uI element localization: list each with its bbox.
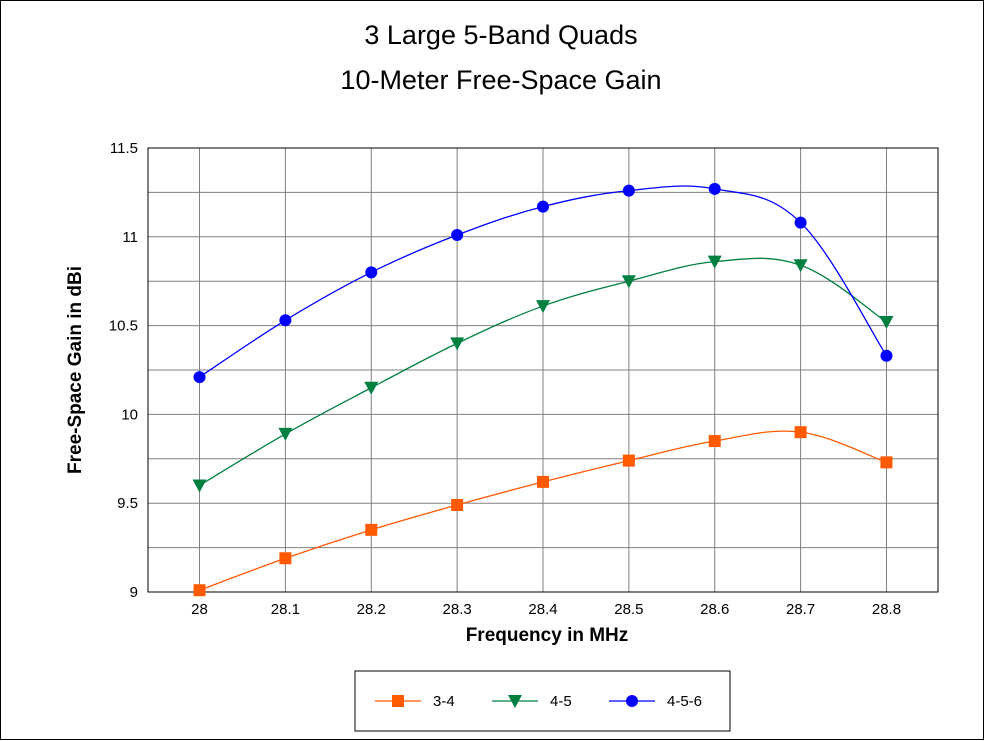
x-tick-label: 28.2 <box>357 601 386 618</box>
data-point-3-4 <box>451 498 464 511</box>
data-point-4-5-6 <box>451 229 464 242</box>
legend-label: 3-4 <box>433 693 455 710</box>
y-tick-label: 10 <box>121 406 138 423</box>
legend-label: 4-5 <box>550 693 572 710</box>
data-point-4-5 <box>450 337 465 351</box>
x-tick-label: 28.1 <box>271 601 300 618</box>
series-4-5 <box>192 255 894 493</box>
data-point-4-5-6 <box>622 184 635 197</box>
data-point-4-5-6 <box>708 182 721 195</box>
x-tick-label: 28.4 <box>528 601 557 618</box>
data-point-3-4 <box>365 523 378 536</box>
data-point-3-4 <box>708 435 721 448</box>
data-point-4-5 <box>278 427 293 441</box>
data-point-4-5 <box>707 255 722 269</box>
data-point-3-4 <box>193 584 206 597</box>
legend-marker <box>508 695 522 708</box>
x-tick-label: 28.3 <box>443 601 472 618</box>
y-axis-ticks: 9 9.5 10 10.5 11 11.5 <box>109 140 138 601</box>
data-point-4-5 <box>364 381 379 395</box>
series-3-4 <box>193 426 893 597</box>
data-point-3-4 <box>537 475 549 488</box>
y-tick-label: 11.5 <box>110 140 138 157</box>
data-point-3-4 <box>880 456 893 469</box>
legend-marker <box>392 695 404 707</box>
x-tick-label: 28.5 <box>614 601 643 618</box>
chart-title: 3 Large 5-Band Quads 10-Meter Free-Space… <box>340 20 661 95</box>
data-point-4-5-6 <box>880 349 893 362</box>
data-point-4-5-6 <box>537 200 549 213</box>
data-point-3-4 <box>622 454 635 467</box>
data-point-4-5-6 <box>279 314 292 327</box>
x-axis-label: Frequency in MHz <box>466 625 629 646</box>
x-tick-label: 28.6 <box>700 601 729 618</box>
x-axis-ticks: 28 28.1 28.2 28.3 28.4 28.5 28.6 28.7 28.8 <box>191 601 901 618</box>
chart-title-line-1: 3 Large 5-Band Quads <box>364 20 637 50</box>
legend-item-3-4: 3-4 <box>375 693 455 710</box>
x-tick-label: 28 <box>191 601 208 618</box>
data-point-4-5-6 <box>794 216 807 229</box>
data-point-4-5 <box>879 316 894 330</box>
y-tick-label: 9.5 <box>117 495 138 512</box>
y-tick-label: 11 <box>122 229 138 246</box>
legend-marker <box>626 695 638 707</box>
plot-border <box>147 147 939 593</box>
x-tick-label: 28.7 <box>786 601 815 618</box>
data-point-4-5 <box>192 479 207 493</box>
data-point-4-5 <box>621 275 636 289</box>
series-group <box>192 182 894 597</box>
series-4-5-6 <box>193 182 893 384</box>
data-point-3-4 <box>279 552 292 565</box>
y-tick-label: 10.5 <box>109 318 138 335</box>
gridlines <box>147 147 939 593</box>
data-point-3-4 <box>794 426 807 439</box>
y-axis-label: Free-Space Gain in dBi <box>65 266 86 474</box>
chart-title-line-2: 10-Meter Free-Space Gain <box>340 65 661 95</box>
x-tick-label: 28.8 <box>872 601 901 618</box>
legend: 3-4 4-5 4-5-6 <box>375 693 702 710</box>
y-tick-label: 9 <box>130 584 138 601</box>
data-point-4-5 <box>793 259 808 273</box>
data-point-4-5-6 <box>365 266 378 279</box>
legend-item-4-5-6: 4-5-6 <box>609 693 702 710</box>
legend-item-4-5: 4-5 <box>492 693 572 710</box>
data-point-4-5 <box>536 300 550 314</box>
legend-label: 4-5-6 <box>667 693 702 710</box>
data-point-4-5-6 <box>193 371 206 384</box>
